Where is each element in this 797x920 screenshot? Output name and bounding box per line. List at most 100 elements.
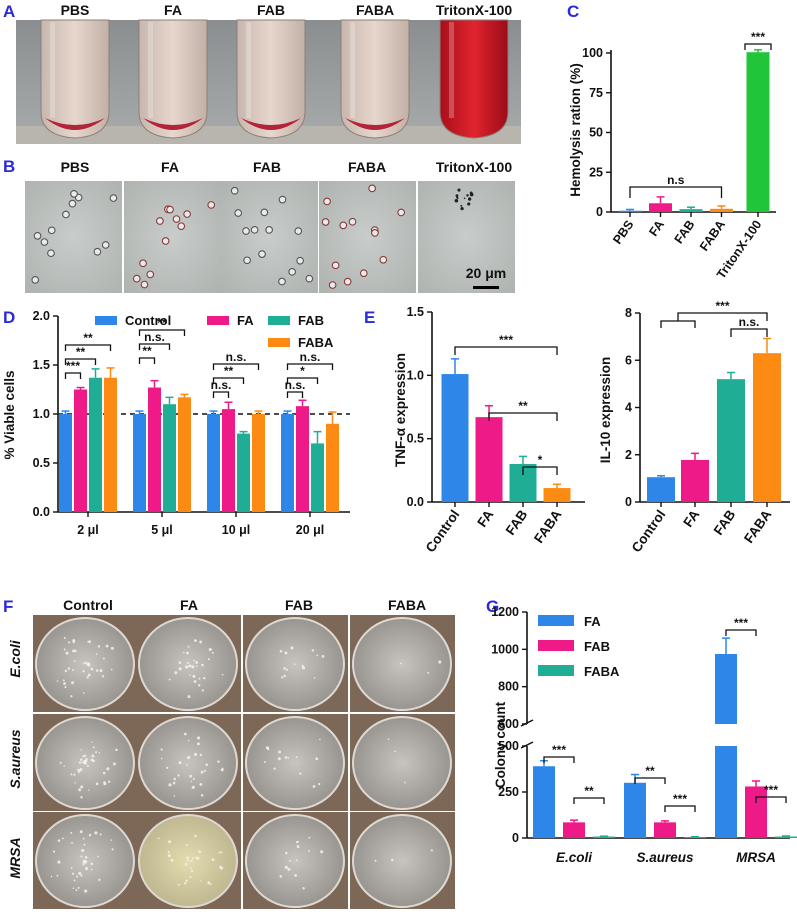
red-blood-cell [230, 186, 239, 195]
cell-debris [454, 198, 459, 203]
colony [83, 843, 86, 846]
significance-label: ** [518, 399, 528, 413]
colony [87, 640, 89, 643]
colony [73, 660, 76, 663]
colony [287, 867, 291, 871]
panel-label-f: F [3, 597, 13, 616]
colony [74, 782, 76, 784]
significance-label: *** [751, 30, 765, 44]
colony [79, 830, 83, 834]
colony [72, 640, 75, 644]
y-tick-label: 0.0 [407, 495, 424, 509]
colony [288, 859, 291, 862]
colony [110, 646, 114, 650]
colony [195, 661, 199, 664]
x-tick-label: Control [423, 507, 463, 555]
bracket-ns [629, 186, 723, 198]
panel-label-a: A [3, 2, 15, 21]
red-blood-cell [40, 238, 49, 246]
colony [187, 695, 191, 699]
colony [91, 759, 95, 763]
colony [186, 859, 189, 862]
colony [192, 674, 196, 678]
colony [196, 665, 198, 667]
bar-control-2 [133, 414, 146, 512]
colony [311, 649, 315, 652]
colony [86, 662, 89, 666]
cell-debris [463, 197, 466, 200]
red-blood-cell [101, 241, 110, 249]
red-blood-cell [368, 184, 376, 193]
colony [207, 658, 210, 661]
y-tick-label: 250 [498, 785, 519, 799]
colony [287, 757, 290, 759]
colony [296, 840, 299, 843]
colony [92, 746, 95, 749]
colony [83, 759, 86, 763]
colony [70, 773, 73, 776]
colony [91, 754, 95, 758]
colony [208, 647, 212, 652]
colony [75, 889, 78, 892]
colony [177, 774, 180, 777]
colony [81, 761, 84, 764]
colony [102, 771, 106, 775]
colony [387, 738, 390, 740]
y-tick-label: 4 [625, 401, 632, 415]
plate-col-fa: FA [180, 597, 198, 613]
y-tick-label: 500 [498, 739, 519, 753]
colony [77, 886, 80, 889]
colony [178, 761, 182, 765]
colony [189, 876, 192, 878]
red-blood-cell [331, 261, 340, 270]
bar-faba-mrsa [775, 836, 797, 838]
chart-c-hemolysis: Hemolysis ration (%) 0 25 50 75 100 PBS FA FAB F… [568, 30, 776, 281]
plate-row-ecoli: E.coli [7, 639, 23, 677]
colony [218, 851, 221, 854]
bar-fab-e-coli [563, 822, 585, 838]
bar-fab [717, 379, 745, 502]
significance-label: *** [66, 359, 80, 373]
colony [71, 841, 73, 844]
chart-g-ylabel: Colony count [493, 701, 508, 788]
significance-label: ** [83, 331, 93, 345]
colony [211, 651, 214, 654]
colony [174, 671, 178, 675]
tube-highlight [50, 22, 55, 118]
colony [320, 850, 324, 854]
colony [193, 752, 198, 756]
colony [308, 849, 311, 852]
colony [91, 741, 93, 744]
legend-swatch-fa [207, 316, 229, 325]
colony [110, 839, 113, 841]
colony [200, 880, 202, 882]
red-blood-cell [33, 232, 42, 240]
colony [391, 858, 394, 862]
legend-swatch-fab [538, 640, 574, 651]
panel-label-b: B [3, 157, 15, 176]
colony [294, 874, 297, 877]
red-blood-cell [243, 256, 251, 265]
significance-label: *** [499, 333, 513, 347]
plate-grid [33, 615, 455, 909]
tube-pellet [241, 118, 301, 130]
colony [99, 833, 102, 836]
bracket-d [286, 363, 334, 370]
red-blood-cell [47, 249, 55, 258]
colony [295, 756, 298, 759]
bracket-d [138, 329, 186, 336]
chart-g-legend: FA FAB FABA [538, 614, 620, 679]
x-tick-label: 2 μl [77, 523, 99, 537]
significance-bracket [454, 346, 558, 355]
micro-label-tritonx: TritonX-100 [436, 159, 512, 175]
colony [52, 850, 56, 853]
bar-control-3 [207, 414, 220, 512]
colony [283, 667, 286, 670]
bracket-g [755, 796, 787, 803]
y-tick-label: 0 [625, 495, 632, 509]
colony [191, 857, 194, 860]
bar-fab [679, 209, 703, 212]
tube-highlight [246, 22, 251, 118]
red-blood-cell [371, 229, 379, 237]
red-blood-cell [321, 218, 330, 226]
